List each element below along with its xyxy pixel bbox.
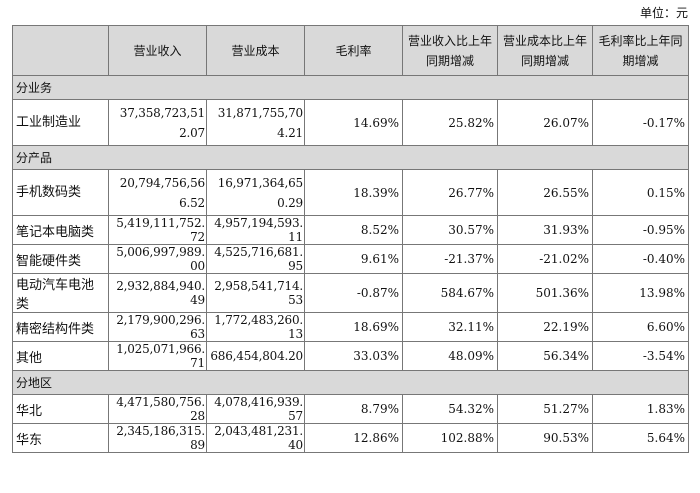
cost-change-cell: 22.19% bbox=[497, 312, 593, 342]
revenue-cell: 2,179,900,296.63 bbox=[108, 312, 207, 342]
cost-cell: 31,871,755,704.21 bbox=[206, 99, 305, 146]
gross-margin-cell: 18.39% bbox=[304, 169, 403, 216]
cost-change-cell: 90.53% bbox=[497, 423, 593, 453]
revenue-cell: 2,932,884,940.49 bbox=[108, 273, 207, 313]
revenue-change-cell: 30.57% bbox=[402, 215, 498, 245]
cost-change-cell: 31.93% bbox=[497, 215, 593, 245]
gross-margin-cell: 14.69% bbox=[304, 99, 403, 146]
revenue-cell: 1,025,071,966.71 bbox=[108, 341, 207, 371]
table-row: 其他 1,025,071,966.71 686,454,804.20 33.03% 48… bbox=[12, 341, 689, 371]
gross-margin-cell: 18.69% bbox=[304, 312, 403, 342]
header-cell-category bbox=[12, 25, 109, 76]
cost-change-cell: -21.02% bbox=[497, 244, 593, 274]
section-title: 分产品 bbox=[12, 145, 689, 170]
table-row: 电动汽车电池类 2,932,884,940.49 2,958,541,714.53-… bbox=[12, 273, 689, 313]
gross-margin-cell: 8.52% bbox=[304, 215, 403, 245]
section-title: 分业务 bbox=[12, 75, 689, 100]
header-cell-margin-change: 毛利率比上年同期增减 bbox=[592, 25, 689, 76]
table-row: 工业制造业 37,358,723,512.07 31,871,755,704.21 1… bbox=[12, 99, 689, 146]
cost-cell: 4,078,416,939.57 bbox=[206, 394, 305, 424]
row-name-cell: 智能硬件类 bbox=[12, 244, 109, 274]
gross-margin-cell: 33.03% bbox=[304, 341, 403, 371]
revenue-cell: 20,794,756,566.52 bbox=[108, 169, 207, 216]
margin-change-cell: 13.98% bbox=[592, 273, 689, 313]
section-row: 分产品 bbox=[12, 145, 689, 170]
cost-cell: 4,957,194,593.11 bbox=[206, 215, 305, 245]
margin-change-cell: -0.17% bbox=[592, 99, 689, 146]
unit-label: 单位：元 bbox=[639, 6, 688, 20]
margin-change-cell: 6.60% bbox=[592, 312, 689, 342]
cost-cell: 2,958,541,714.53 bbox=[206, 273, 305, 313]
table-row: 笔记本电脑类 5,419,111,752.72 4,957,194,593.11 8.… bbox=[12, 215, 689, 245]
table-row: 华北 4,471,580,756.28 4,078,416,939.57 8.79% 5… bbox=[12, 394, 689, 424]
section-row: 分业务 bbox=[12, 75, 689, 100]
cost-cell: 686,454,804.20 bbox=[206, 341, 305, 371]
table-header: 营业收入 营业成本 毛利率 营业收入比上年同期增减 营业成本比上年同期增减 毛利… bbox=[12, 25, 689, 76]
revenue-change-cell: 102.88% bbox=[402, 423, 498, 453]
margin-change-cell: -3.54% bbox=[592, 341, 689, 371]
margin-change-cell: 5.64% bbox=[592, 423, 689, 453]
cost-cell: 4,525,716,681.95 bbox=[206, 244, 305, 274]
revenue-change-cell: 25.82% bbox=[402, 99, 498, 146]
revenue-cell: 37,358,723,512.07 bbox=[108, 99, 207, 146]
margin-change-cell: -0.40% bbox=[592, 244, 689, 274]
table-row: 华东 2,345,186,315.89 2,043,481,231.40 12.86%… bbox=[12, 423, 689, 453]
cost-change-cell: 501.36% bbox=[497, 273, 593, 313]
row-name-cell: 电动汽车电池类 bbox=[12, 273, 109, 313]
cost-change-cell: 26.55% bbox=[497, 169, 593, 216]
gross-margin-cell: -0.87% bbox=[304, 273, 403, 313]
revenue-change-cell: 32.11% bbox=[402, 312, 498, 342]
row-name-cell: 笔记本电脑类 bbox=[12, 215, 109, 245]
table-row: 智能硬件类 5,006,997,989.00 4,525,716,681.95 9.6… bbox=[12, 244, 689, 274]
business-breakdown-table: 营业收入 营业成本 毛利率 营业收入比上年同期增减 营业成本比上年同期增减 毛利… bbox=[12, 25, 689, 453]
cost-cell: 16,971,364,650.29 bbox=[206, 169, 305, 216]
header-cell-cost: 营业成本 bbox=[206, 25, 305, 76]
header-cell-revenue-change: 营业收入比上年同期增减 bbox=[402, 25, 498, 76]
header-cell-revenue: 营业收入 bbox=[108, 25, 207, 76]
section-title: 分地区 bbox=[12, 370, 689, 395]
gross-margin-cell: 9.61% bbox=[304, 244, 403, 274]
header-cell-cost-change: 营业成本比上年同期增减 bbox=[497, 25, 593, 76]
row-name-cell: 精密结构件类 bbox=[12, 312, 109, 342]
margin-change-cell: 0.15% bbox=[592, 169, 689, 216]
revenue-cell: 2,345,186,315.89 bbox=[108, 423, 207, 453]
cost-change-cell: 56.34% bbox=[497, 341, 593, 371]
table-row: 手机数码类 20,794,756,566.52 16,971,364,650.29 1… bbox=[12, 169, 689, 216]
margin-change-cell: -0.95% bbox=[592, 215, 689, 245]
row-name-cell: 华东 bbox=[12, 423, 109, 453]
row-name-cell: 华北 bbox=[12, 394, 109, 424]
revenue-cell: 5,419,111,752.72 bbox=[108, 215, 207, 245]
cost-cell: 2,043,481,231.40 bbox=[206, 423, 305, 453]
cost-change-cell: 26.07% bbox=[497, 99, 593, 146]
cost-change-cell: 51.27% bbox=[497, 394, 593, 424]
revenue-change-cell: 584.67% bbox=[402, 273, 498, 313]
cost-cell: 1,772,483,260.13 bbox=[206, 312, 305, 342]
row-name-cell: 工业制造业 bbox=[12, 99, 109, 146]
revenue-change-cell: 48.09% bbox=[402, 341, 498, 371]
table-row: 精密结构件类 2,179,900,296.63 1,772,483,260.13 18… bbox=[12, 312, 689, 342]
revenue-change-cell: 54.32% bbox=[402, 394, 498, 424]
revenue-change-cell: 26.77% bbox=[402, 169, 498, 216]
gross-margin-cell: 12.86% bbox=[304, 423, 403, 453]
margin-change-cell: 1.83% bbox=[592, 394, 689, 424]
revenue-cell: 4,471,580,756.28 bbox=[108, 394, 207, 424]
revenue-change-cell: -21.37% bbox=[402, 244, 498, 274]
row-name-cell: 其他 bbox=[12, 341, 109, 371]
row-name-cell: 手机数码类 bbox=[12, 169, 109, 216]
header-cell-gross-margin: 毛利率 bbox=[304, 25, 403, 76]
table-body: 分业务 工业制造业 37,358,723,512.07 31,871,755,704.… bbox=[12, 75, 689, 453]
revenue-cell: 5,006,997,989.00 bbox=[108, 244, 207, 274]
section-row: 分地区 bbox=[12, 370, 689, 395]
gross-margin-cell: 8.79% bbox=[304, 394, 403, 424]
